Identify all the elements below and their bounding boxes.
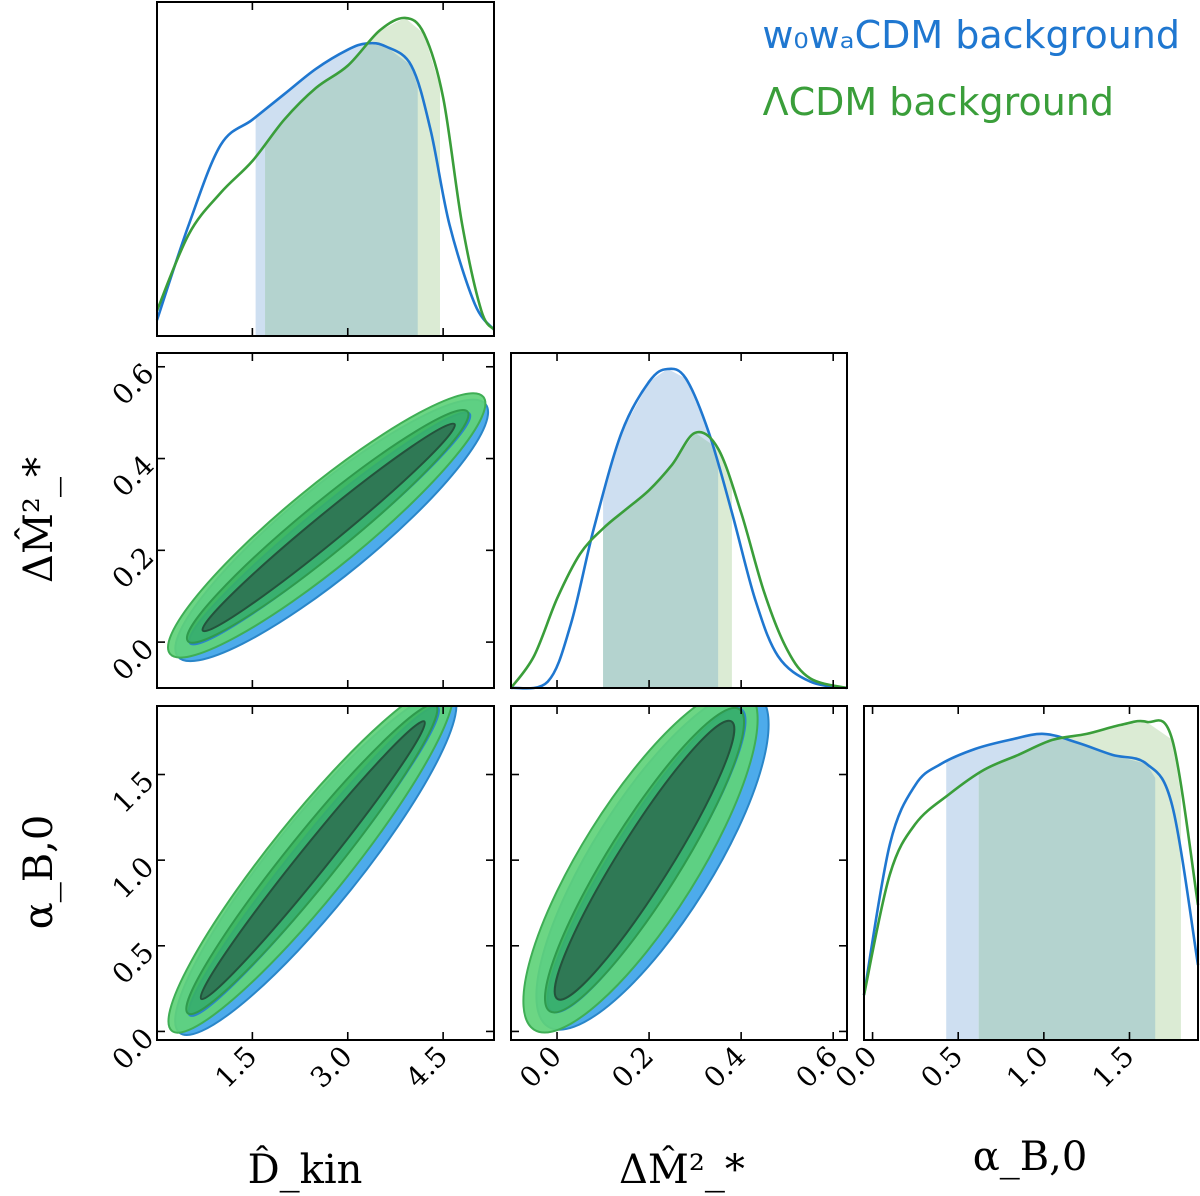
ytick-label-alpha_B0: 1.5: [106, 765, 161, 820]
ytick-label-DeltaM2_star: 0.4: [106, 449, 161, 504]
layer-fills: [255, 17, 1181, 1040]
ytick-label-DeltaM2_star: 0.6: [106, 357, 161, 412]
ylabel-dm2: ΔM̂²_*: [16, 457, 62, 583]
marginal-line-DeltaM2_star-0: [510, 367, 848, 690]
marginal-line-D_kin-0: [155, 41, 496, 331]
ytick-label-DeltaM2_star: 0.2: [106, 540, 161, 595]
layer-contours: [167, 392, 770, 1036]
marginal-overlap-D_kin: [265, 43, 418, 336]
xtick-label-alpha_B0: 1.0: [1000, 1040, 1055, 1095]
xtick-label-DeltaM2_star: 0.4: [697, 1040, 752, 1095]
panel-frame-dm2-vs-alpha: [510, 705, 848, 1041]
xtick-label-alpha_B0: 0.0: [829, 1040, 884, 1095]
marginal-line-alpha_B0-1: [862, 719, 1200, 996]
panel-frame-dkin-marginal: [156, 1, 495, 337]
ytick-label-alpha_B0: 0.5: [106, 936, 161, 991]
ytick-label-DeltaM2_star: 0.0: [106, 632, 161, 687]
panel-frame-dkin-vs-dm2: [156, 352, 495, 689]
marginal-line-alpha_B0-0: [862, 732, 1200, 996]
contour-dkin-alpha-level-4: [199, 720, 426, 1001]
ytick-label-alpha_B0: 1.0: [106, 850, 161, 905]
xtick-label-D_kin: 3.0: [304, 1040, 359, 1095]
layer-lines: [155, 16, 1200, 996]
xtick-label-DeltaM2_star: 0.0: [513, 1040, 568, 1095]
marginal-line-D_kin-1: [155, 16, 496, 331]
xtick-label-alpha_B0: 1.5: [1086, 1040, 1141, 1095]
xlabel-dkin: D̂_kin: [248, 1147, 363, 1193]
panel-frame-dm2-marginal: [510, 352, 848, 689]
xlabel-alpha: α_B,0: [973, 1134, 1088, 1180]
contour-dkin-dm2-level-4: [201, 422, 456, 633]
panel-frame-dkin-vs-alpha: [156, 705, 495, 1041]
legend-green-entry: ΛCDM background: [763, 80, 1114, 124]
marginal-line-DeltaM2_star-1: [509, 430, 848, 690]
xtick-label-D_kin: 1.5: [209, 1040, 264, 1095]
panel-frame-alpha-marginal: [863, 705, 1199, 1041]
contour-dkin-dm2: [167, 392, 490, 663]
ylabel-alpha: α_B,0: [16, 815, 62, 930]
xtick-label-alpha_B0: 0.5: [914, 1040, 969, 1095]
marginal-overlap-alpha_B0: [978, 738, 1156, 1040]
xtick-label-D_kin: 4.5: [399, 1040, 454, 1095]
ytick-label-alpha_B0: 0.0: [106, 1022, 161, 1077]
legend-blue-entry: w₀wₐCDM background: [762, 13, 1180, 57]
contour-dm2-alpha-level-4: [553, 719, 736, 1001]
xlabel-dm2: ΔM̂²_*: [619, 1147, 745, 1193]
marginal-overlap-DeltaM2_star: [603, 432, 719, 688]
xtick-label-DeltaM2_star: 0.2: [605, 1040, 660, 1095]
contour-dkin-alpha: [167, 706, 458, 1036]
contour-dm2-alpha: [522, 706, 770, 1034]
